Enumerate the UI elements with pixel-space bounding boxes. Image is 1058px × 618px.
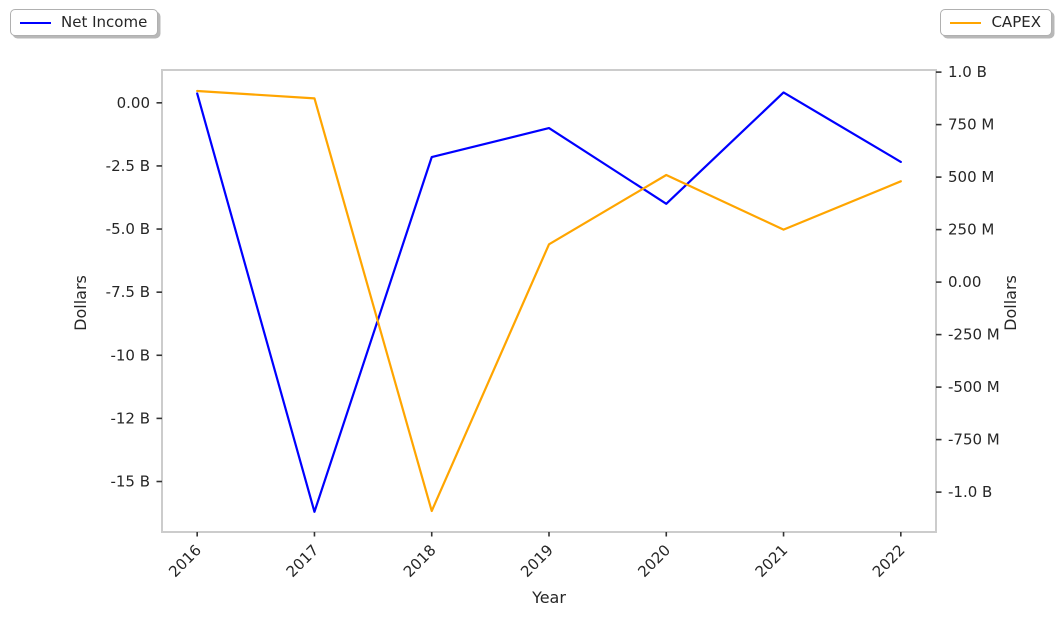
x-tick-label: 2018 <box>400 541 440 581</box>
capex-line <box>196 89 902 513</box>
y-right-tick-label: 1.0 B <box>948 63 987 81</box>
y-left-axis-title: Dollars <box>71 275 90 331</box>
y-left-tick-label: 0.00 <box>117 94 150 112</box>
legend-capex: CAPEX <box>940 9 1052 36</box>
legend-capex-label: CAPEX <box>991 13 1041 31</box>
x-axis-title: Year <box>531 588 566 607</box>
y-right-tick-label: -500 M <box>948 378 1000 396</box>
x-tick-label: 2022 <box>869 541 909 581</box>
capex-line-sample <box>950 21 982 24</box>
y-right-tick-label: 0.00 <box>948 273 981 291</box>
net-income-line <box>196 91 902 513</box>
x-tick-label: 2019 <box>517 541 557 581</box>
y-left-tick-label: -7.5 B <box>106 283 150 301</box>
legend-net-income: Net Income <box>10 9 159 36</box>
x-tick-label: 2021 <box>752 541 792 581</box>
y-right-tick-label: 500 M <box>948 168 994 186</box>
y-right-tick-label: 250 M <box>948 221 994 239</box>
y-left-tick-label: -2.5 B <box>106 157 150 175</box>
y-right-axis-title: Dollars <box>1001 275 1020 331</box>
y-left-tick-label: -12 B <box>110 409 150 427</box>
axes-frame <box>161 69 937 533</box>
y-left-tick-label: -15 B <box>110 473 150 491</box>
x-tick-label: 2016 <box>165 541 205 581</box>
y-right-tick-label: 750 M <box>948 116 994 134</box>
legend-net-income-label: Net Income <box>61 13 148 31</box>
y-right-tick-label: -1.0 B <box>948 483 992 501</box>
net-income-line-sample <box>20 21 51 24</box>
y-left-tick-label: -5.0 B <box>106 220 150 238</box>
y-left-tick-label: -10 B <box>110 346 150 364</box>
y-right-tick-label: -750 M <box>948 431 1000 449</box>
x-tick-label: 2017 <box>283 541 323 581</box>
x-tick-label: 2020 <box>634 541 674 581</box>
y-right-tick-label: -250 M <box>948 326 1000 344</box>
